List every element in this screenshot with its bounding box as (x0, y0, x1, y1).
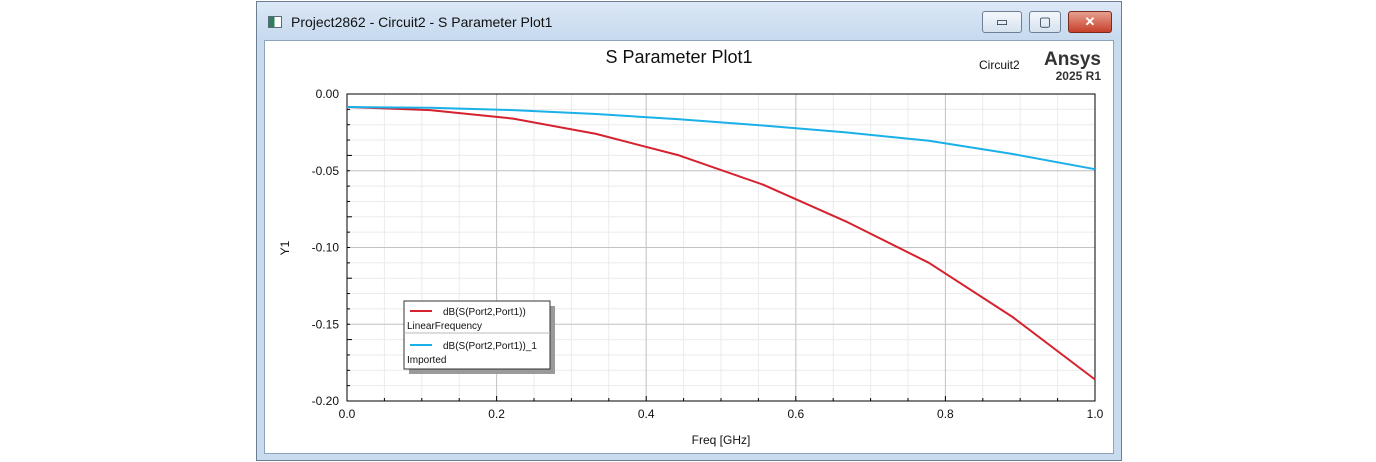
minimize-icon: ▭ (995, 14, 1009, 29)
y-tick-label: -0.10 (312, 241, 340, 255)
y-tick-label: 0.00 (316, 87, 340, 101)
legend-entry-2-subtitle: Imported (407, 355, 446, 366)
axis-ticks: 0.0 0.2 0.4 0.6 0.8 1.0 0.00 -0.05 -0.10 -0.15 -0.… (312, 87, 1104, 421)
y-tick-label: -0.20 (312, 394, 340, 408)
x-tick-label: 0.6 (787, 407, 804, 421)
legend-entry-1: dB(S(Port2,Port1)) (443, 307, 526, 318)
legend-box (403, 300, 551, 370)
x-tick-label: 0.4 (638, 407, 655, 421)
legend[interactable]: dB(S(Port2,Port1)) LinearFrequency dB(S(… (403, 300, 555, 374)
x-tick-label: 0.0 (339, 407, 356, 421)
ansys-logo: Ansys (1044, 49, 1101, 70)
legend-entry-1-subtitle: LinearFrequency (407, 321, 482, 332)
close-icon: ✕ (1084, 14, 1096, 29)
x-tick-label: 0.2 (488, 407, 505, 421)
close-button[interactable]: ✕ (1068, 11, 1112, 33)
window-title: Project2862 - Circuit2 - S Parameter Plo… (291, 14, 553, 30)
maximize-button[interactable]: ▢ (1029, 11, 1061, 33)
plot-area[interactable]: S Parameter Plot1 Circuit2 Ansys 2025 R1… (264, 40, 1114, 454)
design-name: Circuit2 (979, 58, 1020, 72)
plot-window: Project2862 - Circuit2 - S Parameter Plo… (256, 1, 1122, 461)
series-line-2[interactable] (346, 106, 1096, 171)
chart-title: S Parameter Plot1 (605, 47, 752, 67)
y-tick-label: -0.05 (312, 164, 340, 178)
minimize-button[interactable]: ▭ (982, 11, 1022, 33)
y-tick-label: -0.15 (312, 317, 340, 331)
ansys-version: 2025 R1 (1056, 69, 1102, 83)
s-parameter-chart[interactable]: S Parameter Plot1 Circuit2 Ansys 2025 R1… (265, 41, 1113, 453)
y-axis-label: Y1 (278, 240, 292, 255)
series-lines (346, 106, 1096, 381)
x-tick-label: 1.0 (1087, 407, 1104, 421)
legend-entry-2: dB(S(Port2,Port1))_1 (443, 341, 537, 352)
x-tick-label: 0.8 (937, 407, 954, 421)
maximize-icon: ▢ (1038, 14, 1052, 29)
x-axis-label: Freq [GHz] (692, 433, 751, 447)
plot-window-icon[interactable] (268, 16, 282, 28)
title-bar[interactable]: Project2862 - Circuit2 - S Parameter Plo… (257, 2, 1121, 40)
series-line-1[interactable] (346, 106, 1096, 381)
